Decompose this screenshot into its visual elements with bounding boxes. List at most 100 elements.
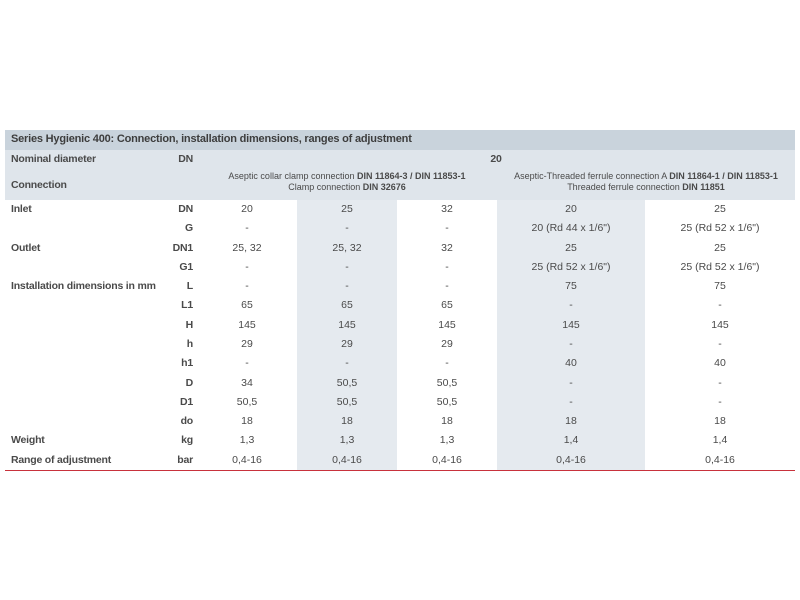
header-band	[5, 150, 795, 200]
cell-value: -	[445, 222, 449, 235]
connection-line: Clamp connection DIN 32676	[197, 182, 497, 193]
connection-line: Aseptic collar clamp connection DIN 1186…	[197, 171, 497, 182]
cell-value: -	[718, 299, 722, 312]
cell-value: 20	[241, 203, 253, 215]
connection-text: Aseptic-Threaded ferrule connection A	[514, 171, 667, 181]
cell-value: -	[445, 260, 449, 273]
row-unit: H	[185, 318, 194, 331]
cell-value: 145	[238, 318, 256, 331]
connection-standard: DIN 32676	[362, 182, 406, 192]
cell-value: 50,5	[236, 395, 258, 408]
cell-value: -	[345, 357, 349, 370]
cell-value: 29	[441, 338, 453, 350]
cell-value: 1,4	[712, 434, 728, 447]
cell-value: 65	[241, 299, 253, 312]
connection-line: Threaded ferrule connection DIN 11851	[497, 182, 795, 193]
cell-value: 34	[241, 376, 253, 389]
cell-value: 1,4	[563, 434, 579, 447]
cell-value: 25	[714, 203, 726, 215]
cell-value: 0,4-16	[332, 453, 362, 466]
cell-value: -	[445, 280, 449, 293]
connection-text: Threaded ferrule connection	[567, 182, 680, 192]
cell-value: -	[245, 260, 249, 273]
cell-value: 18	[341, 415, 353, 428]
row-unit: D	[185, 376, 194, 389]
nominal-value: 20	[490, 153, 502, 165]
row-unit: kg	[181, 434, 193, 447]
table-title: Series Hygienic 400: Connection, install…	[11, 133, 412, 145]
cell-value: -	[245, 222, 249, 235]
connection-standard: DIN 11864-3 / DIN 11853-1	[357, 171, 466, 181]
cell-value: -	[345, 222, 349, 235]
row-label: Weight	[11, 434, 45, 447]
row-unit: DN1	[172, 241, 194, 254]
cell-value: 50,5	[336, 395, 358, 408]
cell-value: 25 (Rd 52 x 1/6")	[680, 260, 760, 273]
cell-value: 145	[711, 318, 729, 331]
cell-value: 40	[565, 357, 577, 370]
cell-value: -	[245, 280, 249, 293]
cell-value: 25 (Rd 52 x 1/6")	[680, 222, 760, 235]
cell-value: 20 (Rd 44 x 1/6")	[531, 222, 611, 235]
connection-line: Aseptic-Threaded ferrule connection A DI…	[497, 171, 795, 182]
column-shade	[497, 200, 645, 470]
cell-value: 0,4-16	[432, 453, 462, 466]
row-unit: h	[186, 338, 193, 350]
row-unit: D1	[179, 395, 193, 408]
connection-group: Aseptic-Threaded ferrule connection A DI…	[497, 171, 795, 193]
cell-value: 20	[565, 203, 577, 215]
cell-value: -	[245, 357, 249, 370]
row-unit: do	[180, 415, 194, 428]
cell-value: 18	[565, 415, 577, 428]
connection-text: Aseptic collar clamp connection	[228, 171, 355, 181]
cell-value: 18	[241, 415, 253, 428]
row-unit: bar	[177, 453, 193, 466]
cell-value: 29	[341, 338, 353, 350]
cell-value: -	[718, 376, 722, 389]
bottom-rule	[5, 470, 795, 471]
cell-value: 75	[714, 280, 726, 293]
cell-value: 145	[438, 318, 456, 331]
cell-value: 145	[562, 318, 580, 331]
cell-value: 50,5	[336, 376, 358, 389]
row-label: Installation dimensions in mm	[11, 280, 156, 293]
cell-value: 25, 32	[232, 241, 262, 254]
cell-value: 29	[241, 338, 253, 350]
cell-value: 0,4-16	[556, 453, 586, 466]
row-label: Range of adjustment	[11, 453, 112, 466]
cell-value: 25	[565, 241, 577, 254]
cell-value: 32	[441, 241, 453, 254]
connection-standard: DIN 11864-1 / DIN 11853-1	[669, 171, 778, 181]
column-shade	[297, 200, 397, 470]
cell-value: 25, 32	[332, 241, 362, 254]
cell-value: 32	[441, 203, 453, 215]
row-unit: G	[185, 222, 193, 235]
cell-value: 0,4-16	[232, 453, 262, 466]
row-unit: DN	[178, 203, 193, 215]
row-label: Connection	[11, 179, 67, 191]
cell-value: 1,3	[439, 434, 455, 447]
row-unit: L1	[181, 299, 193, 312]
cell-value: 65	[441, 299, 453, 312]
connection-standard: DIN 11851	[682, 182, 725, 192]
cell-value: -	[445, 357, 449, 370]
cell-value: 18	[441, 415, 453, 428]
row-unit: DN	[178, 153, 193, 165]
row-unit: L	[186, 280, 193, 293]
cell-value: 18	[714, 415, 726, 428]
row-unit: h1	[181, 357, 193, 370]
cell-value: 25 (Rd 52 x 1/6")	[531, 260, 611, 273]
cell-value: -	[569, 395, 573, 408]
cell-value: -	[345, 280, 349, 293]
cell-value: -	[569, 299, 573, 312]
cell-value: -	[569, 376, 573, 389]
cell-value: 0,4-16	[705, 453, 735, 466]
cell-value: -	[718, 395, 722, 408]
cell-value: 65	[341, 299, 353, 312]
cell-value: 25	[714, 241, 726, 254]
cell-value: -	[569, 338, 573, 350]
cell-value: -	[345, 260, 349, 273]
cell-value: 40	[714, 357, 726, 370]
row-unit: G1	[179, 260, 193, 273]
